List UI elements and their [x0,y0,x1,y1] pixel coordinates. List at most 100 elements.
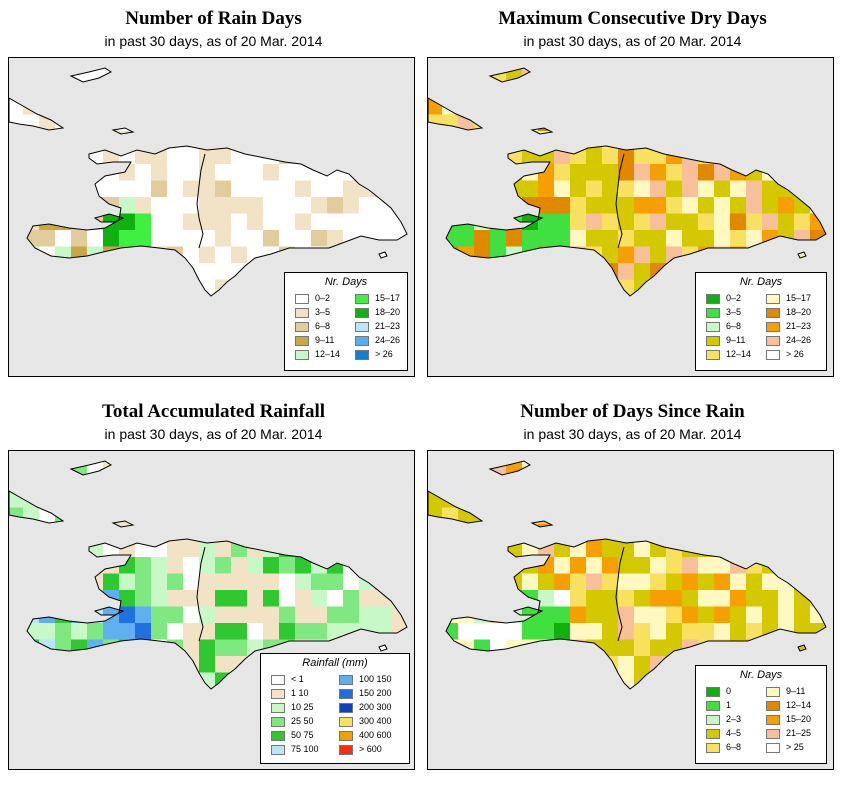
grid-cell [618,573,634,590]
grid-cell [295,623,311,640]
grid-cell [55,230,71,247]
grid-cell [634,213,650,230]
grid-cell [570,623,586,640]
grid-cell [199,263,215,280]
grid-cell [602,573,618,590]
legend-swatch [271,688,285,699]
grid-cell [167,606,183,623]
grid-cell [634,590,650,607]
grid-cell [730,197,746,214]
grid-cell [183,573,199,590]
map-legend: Rainfall (mm) < 1 1 10 10 25 25 50 50 75 75 1… [260,653,410,764]
grid-cell [682,623,698,640]
legend-label: 6–8 [315,321,331,331]
grid-cell [538,213,554,230]
grid-cell [87,623,103,640]
grid-cell [746,573,762,590]
grid-cell [199,590,215,607]
legend-item: > 600 [339,744,382,755]
legend-label: 15–20 [786,714,812,724]
grid-cell [151,606,167,623]
coastline-path [488,460,531,476]
coastline-path [9,97,65,131]
grid-cell [247,573,263,590]
grid-cell [167,557,183,574]
grid-cell [618,606,634,623]
grid-cell [634,263,650,280]
grid-cell [554,197,570,214]
grid-cell [586,623,602,640]
grid-cell [634,180,650,197]
legend-item: 25 50 [271,716,314,727]
grid-cell [762,197,778,214]
grid-cell [199,180,215,197]
grid-cell [618,147,634,164]
grid-cell [263,557,279,574]
grid-cell [618,540,634,557]
grid-cell [682,573,698,590]
grid-cell [119,623,135,640]
legend-item: 9–11 [295,335,334,346]
grid-cell [167,590,183,607]
legend-label: 3–5 [726,307,742,317]
legend-swatch [339,688,353,699]
map-max-dry-days: Nr. Days 0–2 3–5 6–8 9–11 12–14 15–17 18–20 21–… [427,57,834,377]
panel-title: Number of Rain Days [125,8,302,29]
legend-label: 100 150 [359,674,392,684]
grid-cell [327,230,343,247]
grid-cell [682,230,698,247]
legend-swatch [271,716,285,727]
legend-label: 150 200 [359,688,392,698]
grid-cell [231,213,247,230]
legend-item: 18–20 [355,307,400,318]
legend-item: 200 300 [339,702,392,713]
legend-item: 12–14 [295,349,340,360]
grid-cell [247,180,263,197]
grid-cell [295,180,311,197]
grid-cell [199,540,215,557]
grid-cell [199,164,215,181]
grid-cell [231,590,247,607]
panel-days-since-rain: Number of Days Since Rain in past 30 day… [427,401,838,781]
grid-cell [570,230,586,247]
legend-title: Nr. Days [739,669,783,681]
legend-item: 50 75 [271,730,314,741]
grid-cell [311,197,327,214]
legend-label: > 25 [786,742,804,752]
coastline [428,460,827,690]
grid-cell [327,606,343,623]
grid-cell [666,606,682,623]
country-border [196,153,206,249]
grid-cell [151,213,167,230]
grid-cell [586,197,602,214]
coastline-path [111,520,135,528]
grid-cell [538,606,554,623]
grid-cell [538,180,554,197]
coastline-path [797,644,807,652]
grid-cell [618,656,634,673]
grid-cell [458,623,474,640]
panel-title: Total Accumulated Rainfall [101,401,326,422]
grid-cell [490,623,506,640]
grid-cell [311,573,327,590]
grid-cell [135,213,151,230]
grid-cell [682,557,698,574]
coastline-path [93,213,125,223]
grid-cell [343,213,359,230]
panel-max-dry-days: Maximum Consecutive Dry Days in past 30 … [427,8,838,388]
grid-cell [618,590,634,607]
grid-cell [634,639,650,656]
legend-label: 15–17 [375,293,401,303]
grid-cell [103,180,119,197]
grid-cell [634,656,650,673]
grid-cell [231,230,247,247]
grid-cell [311,180,327,197]
grid-cell [183,606,199,623]
grid-cell [618,263,634,280]
legend-item: 4–5 [706,728,741,739]
grid-cell [375,213,391,230]
legend-label: 21–23 [786,321,812,331]
legend-title: Rainfall (mm) [302,657,368,669]
grid-cell [279,230,295,247]
legend-swatch [295,293,309,304]
